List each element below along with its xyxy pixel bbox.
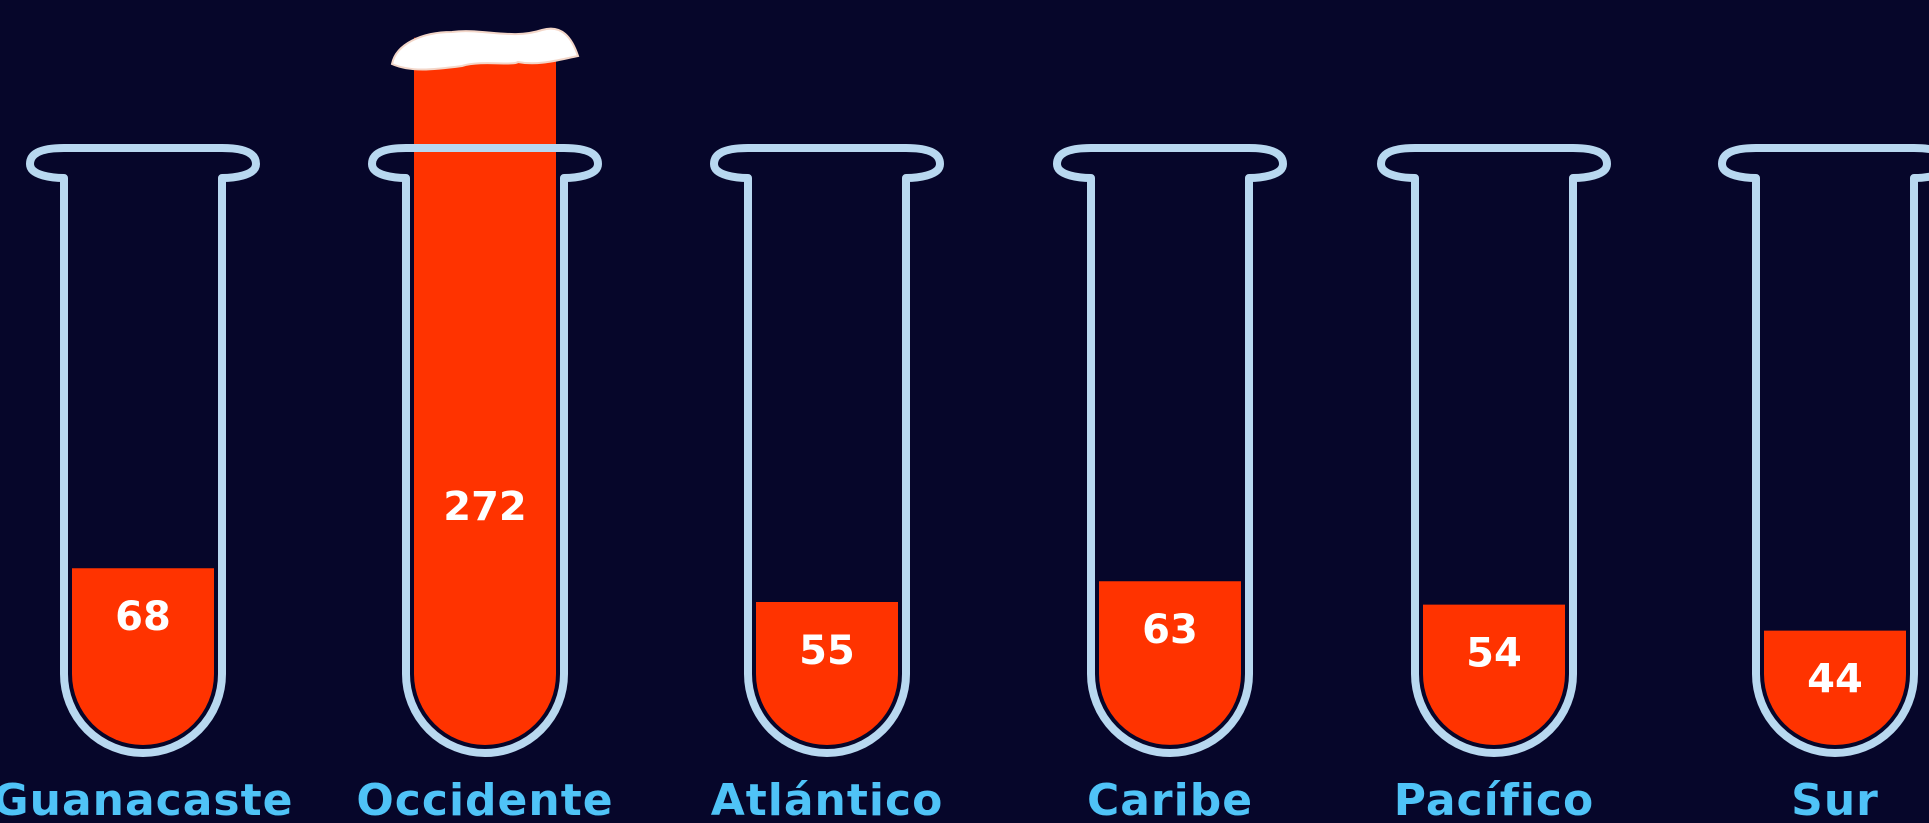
test-tube-icon	[1411, 174, 1577, 757]
bar-pacifico	[1423, 604, 1565, 745]
tube-rim-atlantico	[710, 144, 944, 182]
tube-rim-pacifico	[1377, 144, 1611, 182]
foam-overflow-icon	[390, 27, 580, 71]
test-tube-icon	[744, 174, 910, 757]
value-label-caribe: 63	[1142, 607, 1198, 653]
test-tube-icon	[402, 174, 568, 757]
bar-guanacaste	[72, 568, 214, 745]
category-label-pacifico: Pacífico	[1394, 775, 1594, 823]
category-label-occidente: Occidente	[356, 775, 613, 823]
category-label-guanacaste: Guanacaste	[0, 775, 293, 823]
test-tube-icon	[1087, 174, 1253, 757]
bar-atlantico	[756, 602, 898, 745]
overflow-liquid-occidente	[414, 58, 556, 180]
tube-group-atlantico: 55 Atlántico	[710, 144, 944, 823]
tube-rim-caribe	[1053, 144, 1287, 182]
category-label-sur: Sur	[1791, 775, 1879, 823]
category-label-atlantico: Atlántico	[711, 775, 944, 823]
value-label-pacifico: 54	[1466, 631, 1522, 677]
tube-rim-occidente	[368, 144, 602, 182]
value-label-atlantico: 55	[799, 628, 855, 674]
tube-group-guanacaste: 68 Guanacaste	[0, 144, 293, 823]
tube-group-sur: 44 Sur	[1718, 144, 1929, 823]
value-label-occidente: 272	[443, 484, 527, 530]
tube-rim-sur	[1718, 144, 1929, 182]
bar-caribe	[1099, 581, 1241, 745]
value-label-guanacaste: 68	[115, 594, 171, 640]
bar-occidente	[414, 37, 556, 745]
test-tube-icon	[60, 174, 226, 757]
tube-group-caribe: 63 Caribe	[1053, 144, 1287, 823]
test-tube-icon	[1752, 174, 1918, 757]
value-label-sur: 44	[1807, 657, 1863, 703]
tube-group-pacifico: 54 Pacífico	[1377, 144, 1611, 823]
bar-sur	[1764, 630, 1906, 745]
tube-group-occidente: 272 Occidente	[356, 27, 613, 823]
category-label-caribe: Caribe	[1087, 775, 1253, 823]
tube-rim-guanacaste	[26, 144, 260, 182]
